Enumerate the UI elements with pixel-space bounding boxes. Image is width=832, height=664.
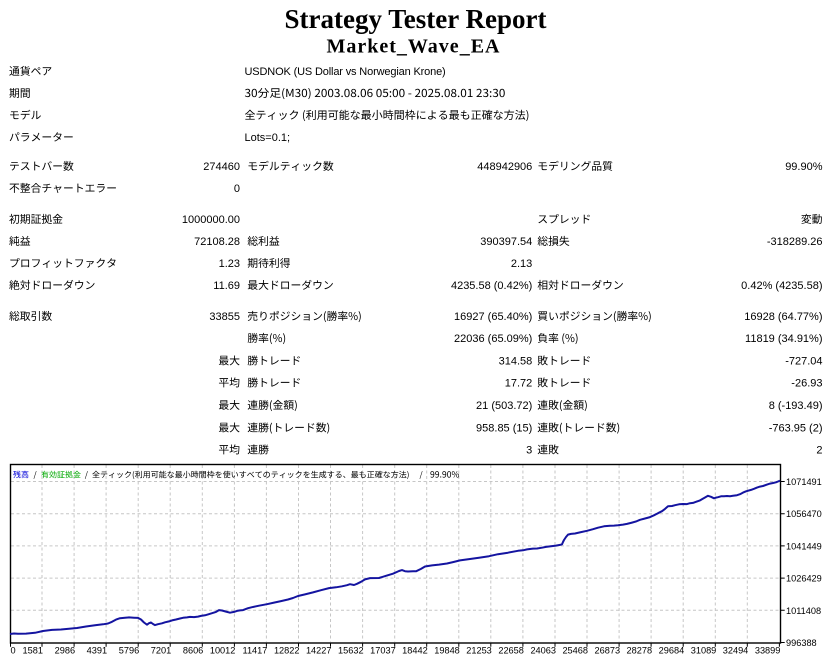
svg-text:-727.04: -727.04 bbox=[785, 356, 822, 368]
svg-text:Lots=0.1;: Lots=0.1; bbox=[245, 132, 291, 144]
svg-text:17.72: 17.72 bbox=[505, 378, 533, 390]
svg-text:-26.93: -26.93 bbox=[791, 378, 822, 390]
svg-text:16927 (65.40%): 16927 (65.40%) bbox=[454, 311, 532, 323]
svg-text:USDNOK (US Dollar vs Norwegian: USDNOK (US Dollar vs Norwegian Krone) bbox=[245, 66, 446, 78]
svg-text:0.42% (4235.58): 0.42% (4235.58) bbox=[741, 280, 822, 292]
svg-text:14227: 14227 bbox=[306, 646, 332, 656]
svg-text:-763.95 (2): -763.95 (2) bbox=[769, 423, 823, 435]
svg-text:8 (-193.49): 8 (-193.49) bbox=[769, 400, 823, 412]
svg-text:1041449: 1041449 bbox=[786, 541, 822, 551]
svg-text:4235.58 (0.42%): 4235.58 (0.42%) bbox=[451, 280, 532, 292]
svg-text:32494: 32494 bbox=[723, 646, 749, 656]
svg-text:10012: 10012 bbox=[210, 646, 236, 656]
svg-text:1056470: 1056470 bbox=[786, 509, 822, 519]
svg-text:29684: 29684 bbox=[659, 646, 685, 656]
svg-text:4391: 4391 bbox=[87, 646, 107, 656]
svg-text:72108.28: 72108.28 bbox=[194, 236, 240, 248]
svg-text:448942906: 448942906 bbox=[477, 161, 532, 173]
svg-text:5796: 5796 bbox=[119, 646, 139, 656]
svg-text:26873: 26873 bbox=[595, 646, 621, 656]
svg-text:8606: 8606 bbox=[183, 646, 203, 656]
svg-text:18442: 18442 bbox=[402, 646, 428, 656]
svg-text:16928 (64.77%): 16928 (64.77%) bbox=[744, 311, 822, 323]
svg-text:21253: 21253 bbox=[466, 646, 492, 656]
svg-text:1.23: 1.23 bbox=[219, 258, 240, 270]
svg-text:Market_Wave_EA: Market_Wave_EA bbox=[327, 35, 501, 57]
svg-text:2.13: 2.13 bbox=[511, 258, 532, 270]
svg-text:1071491: 1071491 bbox=[786, 477, 822, 487]
svg-text:314.58: 314.58 bbox=[499, 356, 533, 368]
svg-text:1581: 1581 bbox=[23, 646, 43, 656]
svg-text:1026429: 1026429 bbox=[786, 574, 822, 584]
svg-text:15632: 15632 bbox=[338, 646, 364, 656]
svg-text:7201: 7201 bbox=[151, 646, 171, 656]
svg-text:19848: 19848 bbox=[434, 646, 460, 656]
svg-text:11819 (34.91%): 11819 (34.91%) bbox=[745, 333, 822, 345]
svg-text:-318289.26: -318289.26 bbox=[767, 236, 823, 248]
svg-text:21 (503.72): 21 (503.72) bbox=[476, 400, 532, 412]
svg-text:0: 0 bbox=[11, 646, 16, 656]
svg-text:33899: 33899 bbox=[755, 646, 781, 656]
svg-text:99.90%: 99.90% bbox=[785, 161, 823, 173]
svg-text:22658: 22658 bbox=[498, 646, 524, 656]
svg-text:11417: 11417 bbox=[243, 646, 268, 656]
svg-text:3: 3 bbox=[526, 445, 532, 457]
svg-text:2: 2 bbox=[816, 445, 822, 457]
svg-text:31089: 31089 bbox=[691, 646, 717, 656]
svg-text:12822: 12822 bbox=[274, 646, 300, 656]
svg-text:996388: 996388 bbox=[786, 638, 817, 648]
svg-text:390397.54: 390397.54 bbox=[480, 236, 532, 248]
svg-text:24063: 24063 bbox=[530, 646, 556, 656]
svg-text:1000000.00: 1000000.00 bbox=[182, 214, 240, 226]
svg-text:33855: 33855 bbox=[209, 311, 240, 323]
svg-text:25468: 25468 bbox=[562, 646, 588, 656]
svg-text:28278: 28278 bbox=[627, 646, 653, 656]
svg-text:Strategy Tester Report: Strategy Tester Report bbox=[285, 4, 547, 34]
svg-text:274460: 274460 bbox=[203, 161, 240, 173]
svg-text:11.69: 11.69 bbox=[213, 280, 240, 292]
svg-text:2986: 2986 bbox=[55, 646, 75, 656]
svg-text:0: 0 bbox=[234, 183, 240, 195]
svg-text:1011408: 1011408 bbox=[786, 606, 821, 616]
svg-text:22036 (65.09%): 22036 (65.09%) bbox=[454, 333, 532, 345]
svg-text:958.85 (15): 958.85 (15) bbox=[476, 423, 532, 435]
svg-text:17037: 17037 bbox=[370, 646, 396, 656]
